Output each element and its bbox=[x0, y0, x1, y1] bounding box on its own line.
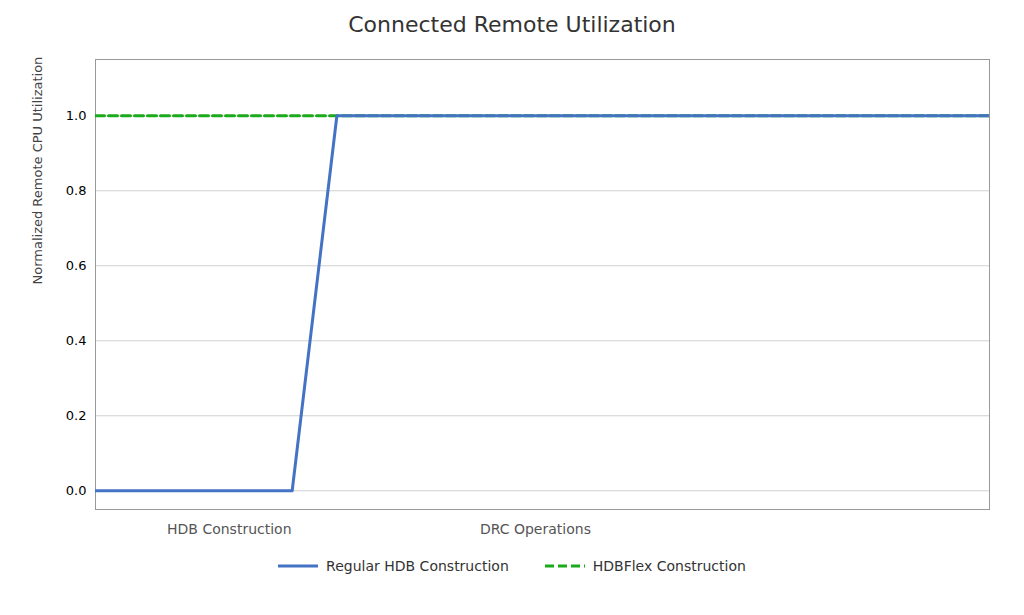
svg-text:DRC Operations: DRC Operations bbox=[480, 521, 591, 537]
svg-text:1.0: 1.0 bbox=[66, 108, 87, 123]
svg-text:0.0: 0.0 bbox=[66, 483, 87, 498]
svg-text:0.6: 0.6 bbox=[66, 258, 87, 273]
html-text:HDBFlex Construction: HDBFlex Construction bbox=[592, 558, 746, 574]
svg-text:0.2: 0.2 bbox=[66, 408, 87, 423]
html-text:Regular HDB Construction: Regular HDB Construction bbox=[326, 558, 509, 574]
html-text:Connected Remote Utilization: Connected Remote Utilization bbox=[348, 12, 676, 37]
svg-text:Normalized Remote CPU Utilizat: Normalized Remote CPU Utilization bbox=[30, 57, 45, 285]
svg-text:0.4: 0.4 bbox=[66, 333, 87, 348]
svg-text:HDB Construction: HDB Construction bbox=[167, 521, 292, 537]
svg-text:0.8: 0.8 bbox=[66, 183, 87, 198]
